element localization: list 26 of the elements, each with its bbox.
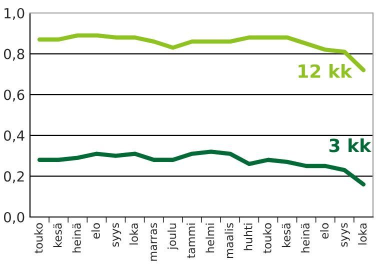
x-tick-label: kesä xyxy=(282,224,290,248)
x-tick-label: elo xyxy=(91,223,100,239)
series-label: 12 kk xyxy=(298,64,352,78)
series-label: 3 kk xyxy=(329,138,372,152)
x-tick-label: kesä xyxy=(53,224,62,248)
y-tick-label: 0,2 xyxy=(4,171,24,184)
x-tick-label: tammi xyxy=(186,224,196,258)
x-tick-label: touko xyxy=(34,223,43,254)
x-tick-label: touko xyxy=(262,223,272,254)
x-tick-label: maalis xyxy=(224,223,234,258)
x-tick-label: joulu xyxy=(168,224,178,250)
x-tick-label: heinä xyxy=(300,224,310,252)
x-tick-label: loka xyxy=(129,224,138,244)
x-tick-label: syys xyxy=(112,223,122,247)
y-tick-label: 0,4 xyxy=(4,130,24,142)
x-tick-label: heinä xyxy=(72,224,81,252)
y-tick-label: 0,0 xyxy=(4,212,24,224)
x-tick-label: marras xyxy=(150,223,158,261)
y-tick-label: 0,6 xyxy=(4,90,24,102)
y-tick-label: 0,8 xyxy=(4,48,24,61)
x-tick-label: elo xyxy=(320,223,329,239)
x-tick-label: loka xyxy=(358,224,367,244)
x-tick-label: huhti xyxy=(244,224,252,250)
x-tick-label: helmi xyxy=(206,224,214,252)
x-tick-label: syys xyxy=(341,223,350,247)
y-tick-label: 1,0 xyxy=(4,8,24,20)
